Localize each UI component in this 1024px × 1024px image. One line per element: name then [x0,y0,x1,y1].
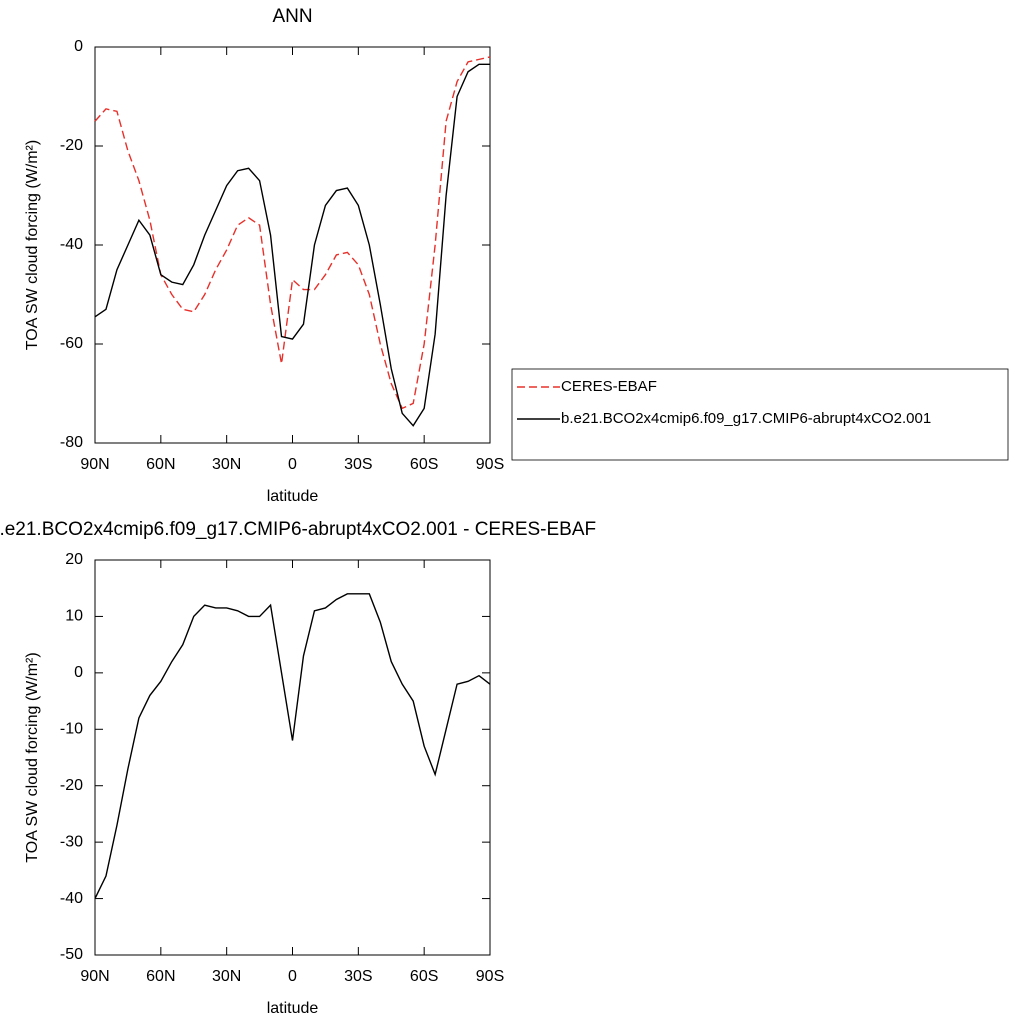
x-tick-label: 30S [344,968,372,985]
y-tick-label: 20 [65,551,83,568]
chart-title: ANN [272,6,312,27]
y-tick-label: -40 [60,890,83,907]
plot-frame [94,559,491,956]
series-line [94,593,491,899]
series-line [94,63,490,427]
x-tick-label: 30S [344,456,372,473]
y-tick-label: -30 [60,833,83,850]
y-axis-label: TOA SW cloud forcing (W/m²) [24,652,41,862]
x-tick-label: 90S [476,456,504,473]
legend-box [511,368,1009,461]
y-tick-label: -10 [60,721,83,738]
chart-title: b.e21.BCO2x4cmip6.f09_g17.CMIP6-abrupt4x… [0,519,596,540]
y-axis-label: TOA SW cloud forcing (W/m²) [24,140,41,350]
x-tick-label: 60N [146,456,175,473]
legend-label: b.e21.BCO2x4cmip6.f09_g17.CMIP6-abrupt4x… [561,410,931,427]
y-tick-label: -20 [60,137,83,154]
x-tick-label: 90N [80,968,109,985]
x-axis-label: latitude [267,1000,319,1017]
x-axis-label: latitude [267,488,319,505]
y-tick-label: 0 [74,664,83,681]
x-tick-label: 0 [288,968,297,985]
x-tick-label: 60S [410,456,438,473]
x-tick-label: 60N [146,968,175,985]
x-tick-label: 90S [476,968,504,985]
x-tick-label: 30N [212,456,241,473]
y-tick-label: -20 [60,777,83,794]
y-tick-label: -60 [60,335,83,352]
x-tick-label: 90N [80,456,109,473]
x-tick-label: 60S [410,968,438,985]
y-tick-label: -50 [60,946,83,963]
legend-label: CERES-EBAF [561,378,657,395]
y-tick-label: 0 [74,38,83,55]
x-tick-label: 0 [288,456,297,473]
series-line [94,56,491,410]
y-tick-label: -80 [60,434,83,451]
plot-frame [94,46,491,444]
y-tick-label: 10 [65,608,83,625]
y-tick-label: -40 [60,236,83,253]
x-tick-label: 30N [212,968,241,985]
